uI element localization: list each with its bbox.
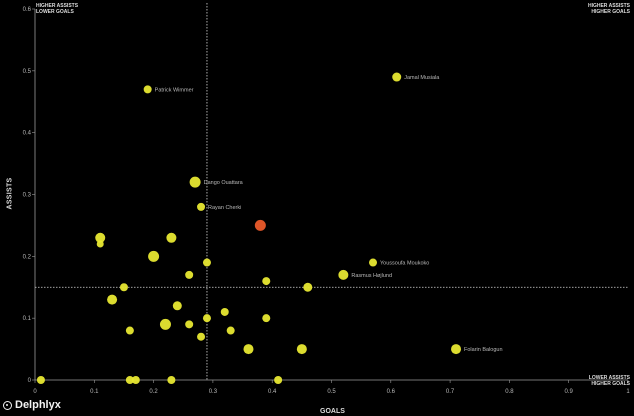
x-tick-label: 0.9 — [565, 389, 574, 395]
data-point — [274, 376, 283, 384]
quadrant-label-line: HIGHER ASSISTS — [587, 3, 630, 9]
data-point — [338, 269, 349, 280]
y-tick-label: 0.5 — [23, 69, 32, 75]
data-point — [262, 277, 271, 286]
data-point-label: Rayan Cherki — [208, 205, 241, 211]
data-point — [262, 314, 271, 323]
data-point — [96, 240, 104, 248]
y-tick-label: 0.2 — [23, 254, 32, 260]
data-point — [36, 376, 45, 384]
x-tick-label: 0.8 — [505, 389, 514, 395]
data-point — [185, 320, 194, 329]
data-point — [185, 270, 194, 279]
data-point — [226, 326, 235, 335]
y-axis-label: ASSISTS — [6, 177, 14, 210]
x-tick-label: 0.2 — [149, 389, 158, 395]
x-tick-label: 0.7 — [446, 389, 455, 395]
data-point — [220, 307, 229, 316]
quadrant-label-bottom-right: LOWER ASSISTS HIGHER GOALS — [589, 375, 630, 387]
y-tick-label: 0.3 — [23, 193, 32, 199]
x-tick-label: 0.4 — [268, 389, 277, 395]
y-tick-label: 0.1 — [23, 316, 32, 322]
data-point-label: Folarin Balogun — [464, 347, 503, 353]
quadrant-label-top-right: HIGHER ASSISTS HIGHER GOALS — [588, 3, 630, 15]
y-tick-label: 0 — [28, 378, 32, 384]
data-point-label: Jamal Musiala — [404, 75, 440, 81]
data-point-label: Patrick Wimmer — [155, 87, 194, 93]
data-point — [296, 344, 307, 355]
x-tick-label: 0.5 — [327, 389, 336, 395]
data-point — [243, 344, 254, 355]
quadrant-label-line: LOWER GOALS — [36, 9, 74, 15]
x-tick-label: 1 — [626, 389, 630, 395]
data-point-label: Dango Ouattara — [204, 180, 244, 186]
data-point — [125, 326, 134, 335]
data-point — [451, 344, 462, 355]
brand-name: Delphlyx — [15, 399, 61, 411]
brand-icon — [3, 400, 12, 410]
highlighted-data-point — [254, 219, 266, 231]
data-point — [131, 376, 140, 384]
data-point — [167, 376, 176, 384]
data-point — [166, 232, 177, 243]
data-point — [148, 250, 160, 262]
quadrant-label-line: HIGHER GOALS — [591, 381, 630, 387]
data-point — [172, 301, 182, 311]
data-point — [95, 232, 106, 243]
x-tick-label: 0.3 — [209, 389, 218, 395]
data-point — [369, 258, 378, 267]
data-point — [159, 318, 171, 330]
x-tick-label: 0.6 — [387, 389, 396, 395]
x-tick-label: 0.1 — [90, 389, 99, 395]
data-points — [36, 72, 462, 384]
data-point — [107, 294, 118, 305]
quadrant-label-line: HIGHER GOALS — [591, 9, 630, 15]
y-tick-label: 0.4 — [23, 131, 32, 137]
quadrant-label-line: LOWER ASSISTS — [588, 375, 630, 381]
data-point — [197, 332, 206, 341]
data-point — [202, 258, 211, 267]
data-point — [392, 72, 402, 82]
data-point — [202, 314, 211, 323]
data-point — [143, 85, 152, 94]
tick-labels: 0 0.1 0.2 0.3 0.4 0.5 0.6 0.7 0.8 0.9 1 0 0.1 0.2 0.3 0… — [23, 7, 631, 395]
data-point — [119, 283, 128, 292]
data-point — [189, 176, 201, 188]
data-point-label: Rasmus Højlund — [351, 273, 392, 279]
y-tick-label: 0.6 — [23, 7, 32, 13]
chart-axes — [34, 9, 628, 381]
x-tick-label: 0 — [33, 389, 37, 395]
data-point-label: Youssoufa Moukoko — [380, 261, 429, 267]
quadrant-label-top-left: HIGHER ASSISTS LOWER GOALS — [36, 3, 78, 15]
brand-logo: Delphlyx — [3, 399, 61, 411]
data-point — [303, 282, 313, 292]
point-labels: Jamal Musiala Patrick Wimmer Dango Ouattar… — [155, 75, 503, 353]
reference-lines — [35, 3, 628, 380]
data-point — [197, 202, 206, 211]
data-point — [125, 376, 134, 384]
quadrant-label-line: HIGHER ASSISTS — [36, 3, 79, 9]
x-axis-label: GOALS — [320, 408, 345, 415]
